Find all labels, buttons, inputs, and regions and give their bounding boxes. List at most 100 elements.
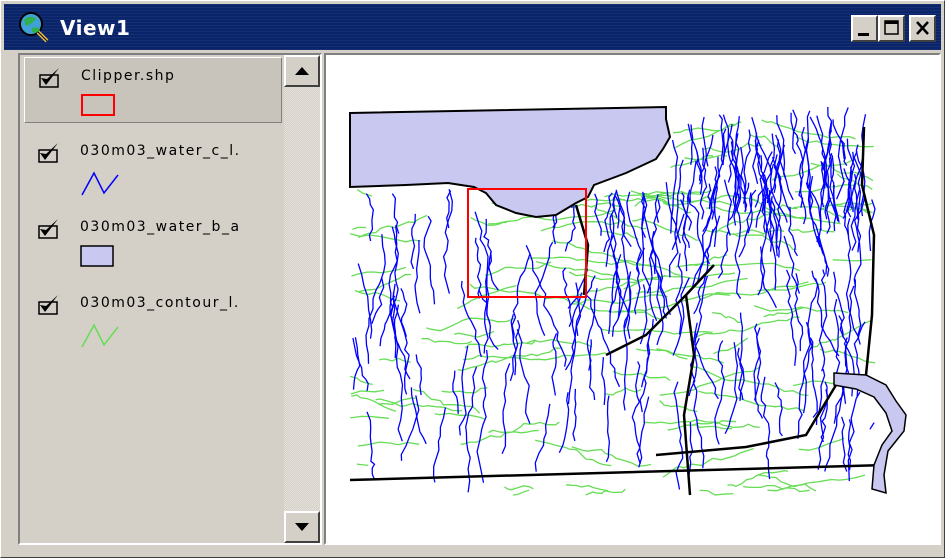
contour-line: [698, 390, 805, 412]
window-title: View1: [60, 16, 131, 40]
stream-line: [572, 388, 577, 442]
contour-line: [699, 281, 809, 301]
title-bar[interactable]: View1: [4, 4, 941, 50]
map-canvas[interactable]: [326, 55, 939, 543]
stream-line: [786, 269, 797, 366]
stream-line: [366, 411, 376, 480]
visibility-checkbox[interactable]: [38, 141, 60, 163]
contour-line: [614, 293, 731, 313]
contour-line: [600, 230, 639, 240]
stream-line: [689, 160, 697, 203]
water-lines: [352, 106, 876, 493]
scroll-up-button[interactable]: [284, 55, 320, 87]
maximize-button[interactable]: [878, 15, 905, 42]
stream-line: [818, 269, 828, 372]
visibility-checkbox[interactable]: [38, 217, 60, 239]
stream-line: [352, 337, 369, 391]
contour-line: [488, 421, 560, 434]
visibility-checkbox[interactable]: [38, 293, 60, 315]
contour-line: [643, 419, 760, 429]
stream-line: [807, 190, 828, 275]
stream-line: [614, 195, 632, 247]
stream-line: [562, 267, 573, 328]
stream-line: [760, 376, 771, 480]
stream-line: [832, 184, 840, 223]
stream-line: [763, 194, 767, 233]
stream-line: [733, 116, 742, 203]
layer-item-water-lines[interactable]: 030m03_water_c_l.: [24, 133, 282, 199]
contour-line: [358, 273, 412, 293]
stream-line: [702, 183, 714, 232]
stream-line: [769, 133, 776, 172]
stream-line: [410, 387, 427, 445]
contour-line: [662, 447, 754, 478]
minimize-button[interactable]: [851, 15, 878, 42]
stream-line: [827, 106, 835, 199]
contour-line: [377, 397, 416, 406]
contour-line: [351, 394, 397, 412]
contour-line: [375, 398, 463, 412]
stream-line: [474, 237, 482, 299]
scroll-down-button[interactable]: [284, 511, 320, 543]
stream-line: [751, 117, 788, 223]
arrow-down-icon: [295, 523, 309, 531]
contour-line: [352, 226, 367, 230]
stream-line: [352, 337, 361, 390]
vertical-scrollbar[interactable]: [284, 55, 320, 543]
contour-line: [585, 488, 626, 496]
stream-line: [738, 312, 744, 401]
stream-line: [847, 114, 867, 218]
layer-item-contours[interactable]: 030m03_contour_l.: [24, 285, 282, 351]
stream-line: [458, 345, 469, 436]
contour-line: [712, 311, 743, 324]
map-display[interactable]: [324, 53, 941, 545]
contour-line: [457, 347, 563, 372]
stream-line: [365, 193, 374, 242]
stream-line: [714, 340, 725, 445]
stream-line: [501, 363, 511, 455]
stream-line: [410, 213, 416, 270]
stream-line: [641, 191, 658, 321]
contour-line: [662, 194, 759, 206]
scroll-track[interactable]: [284, 87, 320, 511]
contour-line: [536, 261, 614, 277]
contour-line: [641, 194, 733, 206]
stream-line: [718, 114, 724, 165]
stream-line: [832, 119, 845, 160]
contour-line: [612, 370, 671, 381]
stream-line: [853, 151, 862, 253]
contour-line: [635, 277, 748, 295]
layer-name: 030m03_water_c_l.: [80, 143, 241, 159]
contour-line: [759, 474, 817, 492]
close-button[interactable]: [909, 15, 936, 42]
stream-line: [483, 218, 499, 291]
table-of-contents: Clipper.shp 030m03_water_c_l. 030m03_wat…: [18, 53, 322, 545]
stream-line: [847, 391, 861, 482]
contour-line: [753, 305, 849, 314]
stream-line: [717, 229, 730, 279]
stream-line: [747, 192, 753, 234]
stream-line: [605, 395, 611, 463]
stream-line: [446, 190, 452, 229]
stream-line: [619, 204, 631, 329]
contour-line: [615, 197, 692, 214]
stream-line: [391, 193, 400, 234]
clipper-rectangle: [467, 188, 587, 298]
stream-line: [768, 197, 773, 229]
stream-line: [357, 263, 373, 339]
stream-line: [832, 271, 845, 338]
visibility-checkbox[interactable]: [39, 66, 61, 88]
contour-line: [504, 485, 534, 491]
stream-line: [564, 275, 596, 371]
stream-line: [771, 156, 777, 193]
stream-line: [699, 147, 708, 220]
layer-name: 030m03_water_b_a: [80, 219, 241, 235]
contour-line: [691, 366, 809, 397]
stream-line: [752, 140, 759, 184]
stream-line: [799, 137, 810, 225]
layer-item-clipper[interactable]: Clipper.shp: [24, 57, 282, 123]
stream-line: [761, 171, 768, 211]
layer-item-water-areas[interactable]: 030m03_water_b_a: [24, 209, 282, 275]
stream-line: [634, 247, 646, 315]
stream-line: [460, 280, 483, 358]
